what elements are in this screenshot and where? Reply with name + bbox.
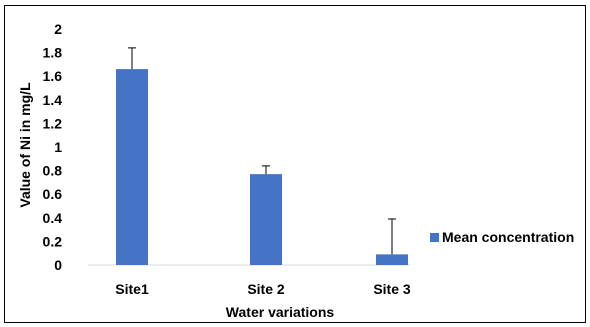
y-tick-label: 0.2 [43, 233, 63, 249]
y-tick-label: 0.4 [43, 210, 63, 226]
error-bars [128, 47, 396, 255]
x-axis-ticks: Site1 Site 2 Site 3 [115, 281, 411, 297]
legend-swatch [430, 233, 439, 242]
y-tick-label: 2 [54, 21, 62, 37]
x-tick-label: Site 2 [247, 281, 285, 297]
y-tick-label: 1.6 [43, 68, 63, 84]
y-tick-label: 1.4 [43, 92, 63, 108]
legend: Mean concentration [430, 229, 574, 245]
bar [116, 69, 148, 266]
y-tick-label: 1 [54, 139, 62, 155]
bar [250, 174, 282, 265]
y-tick-label: 1.2 [43, 115, 63, 131]
bars [116, 69, 408, 266]
y-tick-label: 0.8 [43, 163, 63, 179]
x-axis-title: Water variations [226, 304, 335, 320]
y-tick-label: 0.6 [43, 186, 63, 202]
x-tick-label: Site1 [115, 281, 149, 297]
y-tick-label: 1.8 [43, 45, 63, 61]
y-axis-ticks: 0 0.2 0.4 0.6 0.8 1 1.2 1.4 1.6 1.8 2 [43, 21, 63, 273]
bar [376, 254, 408, 265]
y-tick-label: 0 [54, 257, 62, 273]
chart-frame [4, 5, 586, 323]
y-axis-title: Value of Ni in mg/L [17, 82, 33, 208]
legend-label: Mean concentration [442, 229, 574, 245]
x-tick-label: Site 3 [373, 281, 411, 297]
